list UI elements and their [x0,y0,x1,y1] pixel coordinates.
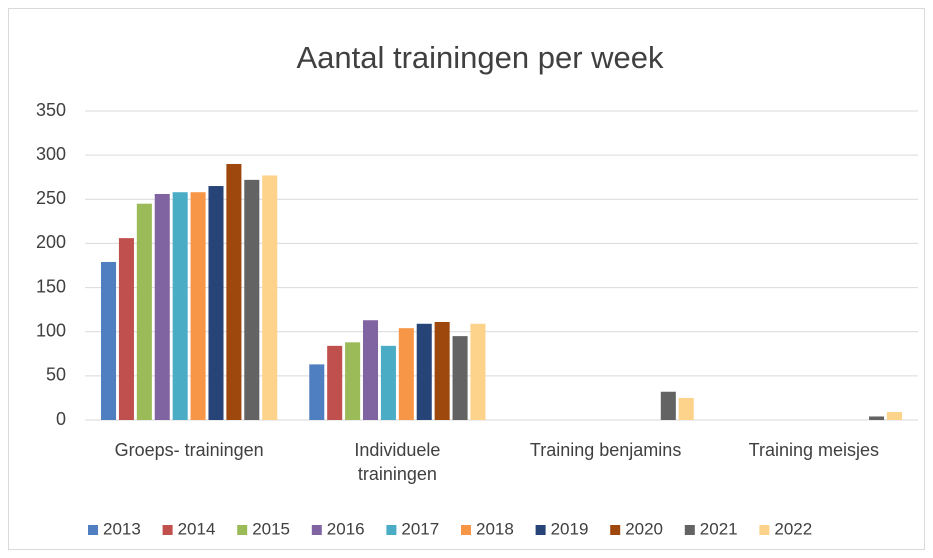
bar [345,342,361,420]
legend-swatch [386,525,397,535]
y-tick-label: 50 [46,365,66,385]
legend-swatch [461,525,471,535]
bar [470,323,486,420]
legend-label: 2021 [700,519,738,538]
bar [660,391,676,420]
y-tick-label: 350 [36,100,66,120]
legend-swatch [311,525,322,535]
legend-label: 2017 [401,519,439,538]
bar [262,175,278,420]
y-tick-label: 100 [36,320,66,340]
bar [190,192,206,420]
legend-label: 2015 [252,519,290,538]
y-tick-label: 0 [56,409,66,429]
legend-label: 2022 [774,519,812,538]
bar [869,416,885,420]
bar [452,336,468,420]
legend-swatch [535,525,546,535]
legend-swatch [610,525,621,535]
legend-swatch [684,525,695,535]
bar [398,328,414,420]
legend-label: 2016 [327,519,365,538]
legend-label: 2013 [103,519,141,538]
bar [678,397,694,420]
bar [886,412,902,420]
y-tick-label: 300 [36,144,66,164]
y-tick-label: 250 [36,188,66,208]
legend-swatch [162,525,173,535]
legend-label: 2019 [551,519,589,538]
bar [380,345,396,420]
chart-title: Aantal trainingen per week [296,40,664,75]
y-tick-label: 150 [36,276,66,296]
bar [309,364,325,420]
bar [154,193,170,420]
x-tick-label: Groeps- trainingen [114,440,264,460]
legend-label: 2018 [476,519,514,538]
x-tick-label: Individuele trainingen [354,440,441,484]
bar [416,323,432,420]
legend-label: 2014 [178,519,216,538]
bar [118,238,134,420]
bar [362,320,379,420]
bar [136,203,152,420]
bar [172,192,188,420]
legend-swatch [759,525,770,535]
legend-label: 2020 [625,519,663,538]
y-tick-label: 200 [36,232,66,252]
legend-swatch [88,525,98,535]
x-tick-label: Training benjamins [529,440,682,460]
bar [101,261,117,420]
bar [226,163,242,420]
bar [208,186,224,420]
legend-swatch [237,525,248,535]
bar [244,179,260,420]
bar [434,322,450,420]
bar [327,345,343,420]
x-tick-label: Training meisjes [748,440,880,460]
